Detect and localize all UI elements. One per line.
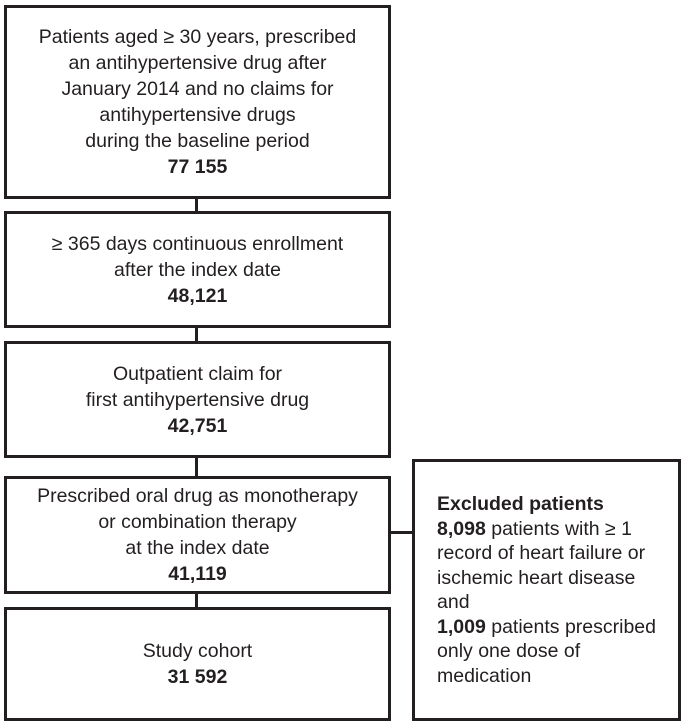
box-text-line: first antihypertensive drug: [85, 388, 310, 411]
excluded-text: patients with ≥ 1: [491, 517, 633, 540]
box-text-line: Study cohort: [142, 640, 253, 662]
box-text-line: at the index date: [125, 537, 270, 559]
box-text-line: after the index date: [114, 258, 281, 281]
box-text-line: Outpatient claim for: [112, 362, 283, 385]
box-text-line: or combination therapy: [98, 511, 297, 533]
connector-box3-box4: [195, 458, 198, 476]
connector-box2-box3: [195, 328, 198, 341]
flow-box-oral-therapy: Prescribed oral drug as monotherapy or c…: [4, 476, 391, 594]
box-text-line: an antihypertensive drug after: [68, 52, 327, 74]
excluded-text-line: 8,098 patients with ≥ 1: [437, 517, 670, 542]
excluded-text-line: medication: [437, 664, 532, 687]
box-text-line: January 2014 and no claims for: [61, 78, 334, 100]
excluded-patients-box: Excluded patients 8,098 patients with ≥ …: [412, 459, 681, 721]
excluded-count-1: 8,098: [437, 517, 486, 540]
excluded-text-line: and: [437, 591, 470, 613]
box-count: 41,119: [168, 563, 227, 585]
box-count: 48,121: [167, 284, 228, 307]
connector-box4-excluded: [391, 531, 412, 534]
excluded-title: Excluded patients: [437, 492, 670, 517]
box-count: 77 155: [167, 156, 228, 178]
flow-box-outpatient-claim: Outpatient claim for first antihypertens…: [4, 341, 391, 458]
connector-box4-box5: [195, 594, 198, 607]
excluded-text: patients prescribed: [491, 615, 656, 638]
excluded-text-line: 1,009 patients prescribed: [437, 615, 670, 640]
flow-box-study-cohort: Study cohort 31 592: [4, 607, 391, 721]
box-text-line: during the baseline period: [85, 130, 310, 152]
flow-box-enrollment: ≥ 365 days continuous enrollment after t…: [4, 211, 391, 328]
flow-box-source-population: Patients aged ≥ 30 years, prescribed an …: [4, 5, 391, 199]
box-text-line: antihypertensive drugs: [99, 104, 296, 126]
box-text-line: Prescribed oral drug as monotherapy: [37, 485, 358, 507]
connector-box1-box2: [195, 199, 198, 211]
excluded-count-2: 1,009: [437, 615, 486, 638]
excluded-text-line: record of heart failure or: [437, 542, 646, 564]
excluded-text-line: ischemic heart disease: [437, 566, 636, 589]
excluded-title-text: Excluded patients: [437, 493, 604, 515]
box-text-line: ≥ 365 days continuous enrollment: [51, 232, 344, 255]
box-count: 31 592: [167, 666, 228, 688]
box-text-line: Patients aged ≥ 30 years, prescribed: [38, 26, 357, 48]
box-count: 42,751: [167, 414, 228, 437]
excluded-text-line: only one dose of: [437, 640, 581, 662]
